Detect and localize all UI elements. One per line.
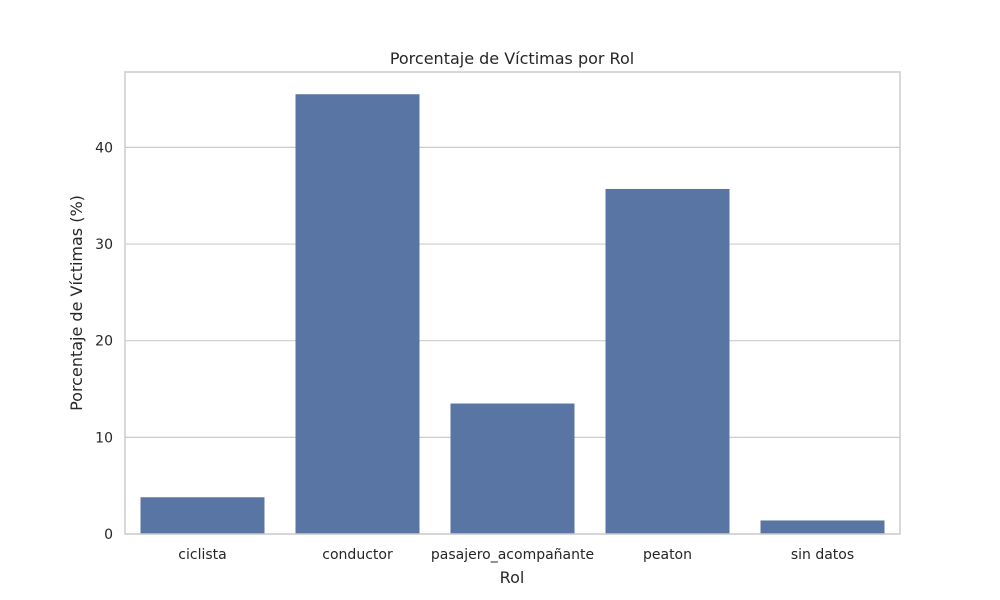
y-tick-label: 40 (95, 140, 113, 156)
chart-title: Porcentaje de Víctimas por Rol (390, 49, 634, 68)
bar (760, 520, 885, 534)
x-tick-label: conductor (322, 547, 393, 563)
x-axis-label: Rol (500, 568, 525, 587)
bar (605, 188, 730, 535)
y-tick-label: 20 (95, 334, 113, 350)
y-tick-labels: 0 10 20 30 40 (95, 140, 113, 543)
bar (295, 94, 420, 534)
x-tick-label: pasajero_acompañante (431, 547, 594, 563)
bar (450, 403, 575, 534)
x-tick-labels: ciclista conductor pasajero_acompañante pea… (178, 547, 854, 563)
y-axis-label: Porcentaje de Víctimas (%) (67, 195, 86, 411)
y-tick-label: 30 (95, 237, 113, 253)
x-tick-label: sin datos (791, 547, 854, 563)
plot-frame (124, 71, 901, 535)
x-tick-label: peaton (643, 547, 692, 563)
bars (140, 94, 885, 535)
x-tick-label: ciclista (178, 547, 226, 563)
y-tick-label: 10 (95, 430, 113, 446)
bar (140, 497, 265, 534)
y-tick-label: 0 (104, 527, 113, 543)
